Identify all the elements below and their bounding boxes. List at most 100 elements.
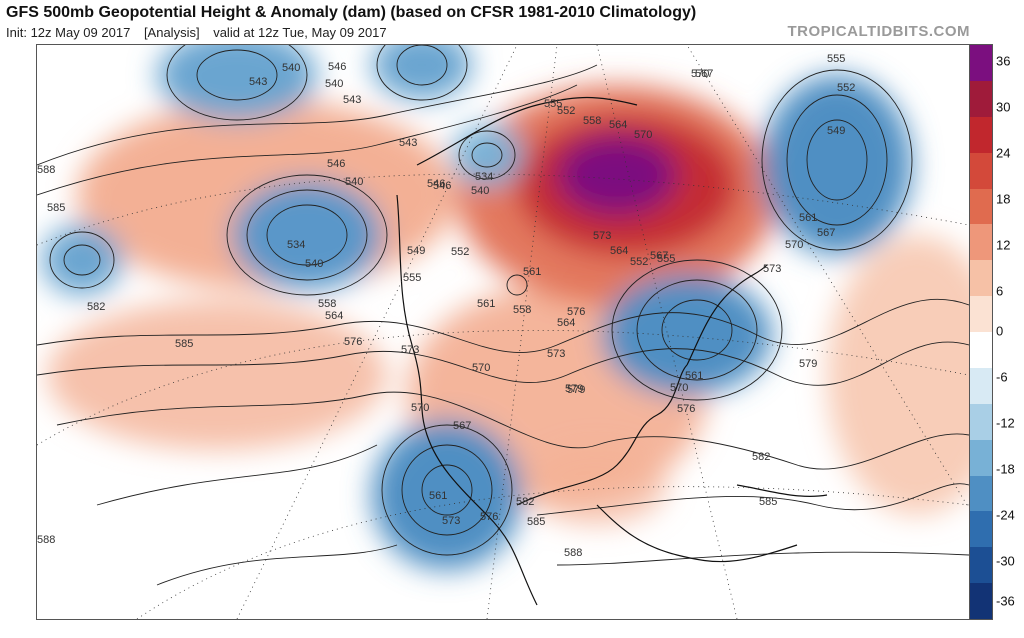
contour-label: 555: [827, 53, 845, 65]
contour-label: 582: [87, 301, 105, 313]
contour-label: 564: [557, 317, 575, 329]
contour-label: 576: [677, 403, 695, 415]
contour-label: 546: [433, 180, 451, 192]
contour-label: 540: [471, 185, 489, 197]
contour-label: 564: [325, 310, 343, 322]
contour-label: 543: [249, 76, 267, 88]
contour-label: 540: [305, 258, 323, 270]
contour-label: 576: [480, 511, 498, 523]
contour-label: 585: [175, 338, 193, 350]
colorbar-swatch: [970, 116, 992, 153]
warm-anomaly-pacific: [47, 300, 387, 450]
map-canvas: 588 585 582 543 540 546 540 543 546 540 …: [37, 45, 969, 619]
colorbar-tick: 0: [996, 323, 1004, 339]
contour-label: 570: [785, 239, 803, 251]
coastlines: [396, 96, 828, 606]
contour-label: 561: [429, 490, 447, 502]
contour-label: 552: [837, 82, 855, 94]
colorbar-tick: -36: [996, 593, 1015, 609]
cold-anomaly-arctic: [372, 45, 472, 100]
contour-label: 570: [634, 129, 652, 141]
contour-label: 549: [407, 245, 425, 257]
colorbar-swatch: [970, 475, 992, 512]
contour-label: 540: [345, 176, 363, 188]
cold-anomaly-mexico: [372, 420, 522, 570]
contour-label: 579: [799, 358, 817, 370]
contour-label: 552: [630, 256, 648, 268]
colorbar-tick: 18: [996, 191, 1011, 207]
contour-label: 570: [472, 362, 490, 374]
contour-label: 540: [325, 78, 343, 90]
colorbar-swatch: [970, 45, 992, 81]
contour-label: 588: [37, 534, 55, 546]
contour-label: 579: [565, 383, 583, 395]
colorbar-swatch: [970, 439, 992, 476]
colorbar-swatch: [970, 152, 992, 189]
colorbar-tick: -30: [996, 553, 1015, 569]
colorbar-tick: -24: [996, 507, 1015, 523]
colorbar-swatch: [970, 367, 992, 404]
contour-label: 564: [609, 119, 627, 131]
colorbar-tick: -12: [996, 415, 1015, 431]
anomaly-colorbar: [969, 44, 993, 620]
colorbar-tick-labels: 36 30 24 18 12 6 0 -6 -12 -18 -24 -30 -3…: [996, 44, 1024, 618]
site-credit: TROPICALTIDBITS.COM: [787, 23, 970, 40]
warm-anomaly-gulf: [527, 445, 667, 525]
contour-label: 573: [547, 348, 565, 360]
contour-label: 585: [759, 496, 777, 508]
map-panel: 588 585 582 543 540 546 540 543 546 540 …: [36, 44, 970, 620]
contour-label: 573: [442, 515, 460, 527]
contour-label: 540: [282, 62, 300, 74]
colorbar-tick: -18: [996, 461, 1015, 477]
contour-label: 561: [477, 298, 495, 310]
chart-title: GFS 500mb Geopotential Height & Anomaly …: [6, 4, 697, 21]
colorbar-tick: 36: [996, 53, 1011, 69]
cold-anomaly-hudson: [452, 125, 522, 185]
colorbar-swatch: [970, 296, 992, 332]
contour-label: 543: [343, 94, 361, 106]
contour-label: 534: [475, 171, 493, 183]
contour-label: 546: [427, 178, 445, 190]
cold-anomaly-bc: [232, 180, 382, 290]
analysis-tag: [Analysis]: [143, 25, 200, 40]
colorbar-tick: 24: [996, 145, 1011, 161]
contour-label: 573: [763, 263, 781, 275]
colorbar-swatch: [970, 583, 992, 619]
colorbar-swatch: [970, 260, 992, 297]
contour-label: 558: [318, 298, 336, 310]
contour-label: 555: [403, 272, 421, 284]
contour-label: 570: [411, 402, 429, 414]
contour-label: 567: [650, 250, 668, 262]
contour-label: 546: [328, 61, 346, 73]
colorbar-swatch: [970, 80, 992, 117]
contour-label: 570: [691, 68, 709, 80]
contour-label: 558: [513, 304, 531, 316]
contour-label: 585: [47, 202, 65, 214]
colorbar-tick: 30: [996, 99, 1011, 115]
contour-label: 549: [827, 125, 845, 137]
contour-labels: 588 585 582 543 540 546 540 543 546 540 …: [37, 53, 855, 559]
contour-label: 579: [567, 384, 585, 396]
colorbar-tick: 6: [996, 283, 1004, 299]
contour-label: 588: [564, 547, 582, 559]
contour-label: 561: [799, 212, 817, 224]
contour-label: 585: [527, 516, 545, 528]
warm-anomaly-max: [557, 135, 677, 215]
anomaly-shading: [42, 45, 969, 570]
init-time: Init: 12z May 09 2017: [6, 25, 131, 40]
colorbar-swatch: [970, 511, 992, 548]
contour-label: 576: [567, 306, 585, 318]
cold-anomaly-alaska: [157, 45, 317, 120]
colorbar-swatch: [970, 224, 992, 261]
contour-label: 564: [610, 245, 628, 257]
colorbar-swatch: [970, 188, 992, 225]
colorbar-tick: 12: [996, 237, 1011, 253]
colorbar-swatch: [970, 403, 992, 440]
height-contours: [37, 45, 969, 586]
contour-label: 555: [544, 98, 562, 110]
contour-label: 561: [523, 266, 541, 278]
contour-label: 561: [685, 370, 703, 382]
contour-label: 582: [516, 496, 534, 508]
cold-anomaly-atlantic: [762, 75, 912, 255]
valid-time: valid at 12z Tue, May 09 2017: [213, 25, 387, 40]
